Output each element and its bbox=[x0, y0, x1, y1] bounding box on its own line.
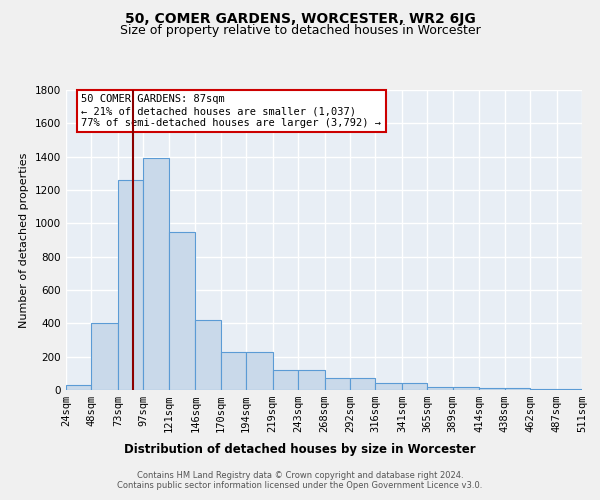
Bar bbox=[143, 158, 169, 390]
Bar bbox=[221, 352, 246, 390]
Text: Contains HM Land Registry data © Crown copyright and database right 2024.
Contai: Contains HM Land Registry data © Crown c… bbox=[118, 470, 482, 490]
Bar bbox=[427, 386, 453, 390]
Bar bbox=[169, 232, 195, 390]
Text: 50, COMER GARDENS, WORCESTER, WR2 6JG: 50, COMER GARDENS, WORCESTER, WR2 6JG bbox=[125, 12, 475, 26]
Text: Size of property relative to detached houses in Worcester: Size of property relative to detached ho… bbox=[119, 24, 481, 37]
Bar bbox=[376, 384, 402, 390]
Bar bbox=[298, 370, 325, 390]
Bar bbox=[453, 386, 479, 390]
Bar bbox=[557, 389, 582, 390]
Bar bbox=[325, 378, 350, 390]
Bar bbox=[272, 370, 298, 390]
Text: 50 COMER GARDENS: 87sqm
← 21% of detached houses are smaller (1,037)
77% of semi: 50 COMER GARDENS: 87sqm ← 21% of detache… bbox=[82, 94, 382, 128]
Y-axis label: Number of detached properties: Number of detached properties bbox=[19, 152, 29, 328]
Bar bbox=[118, 180, 143, 390]
Bar bbox=[479, 388, 505, 390]
Bar bbox=[350, 378, 376, 390]
Bar bbox=[402, 384, 427, 390]
Bar bbox=[505, 388, 530, 390]
Bar bbox=[91, 324, 118, 390]
Bar bbox=[195, 320, 221, 390]
Bar bbox=[66, 385, 91, 390]
Bar bbox=[530, 389, 557, 390]
Bar bbox=[246, 352, 272, 390]
Text: Distribution of detached houses by size in Worcester: Distribution of detached houses by size … bbox=[124, 442, 476, 456]
